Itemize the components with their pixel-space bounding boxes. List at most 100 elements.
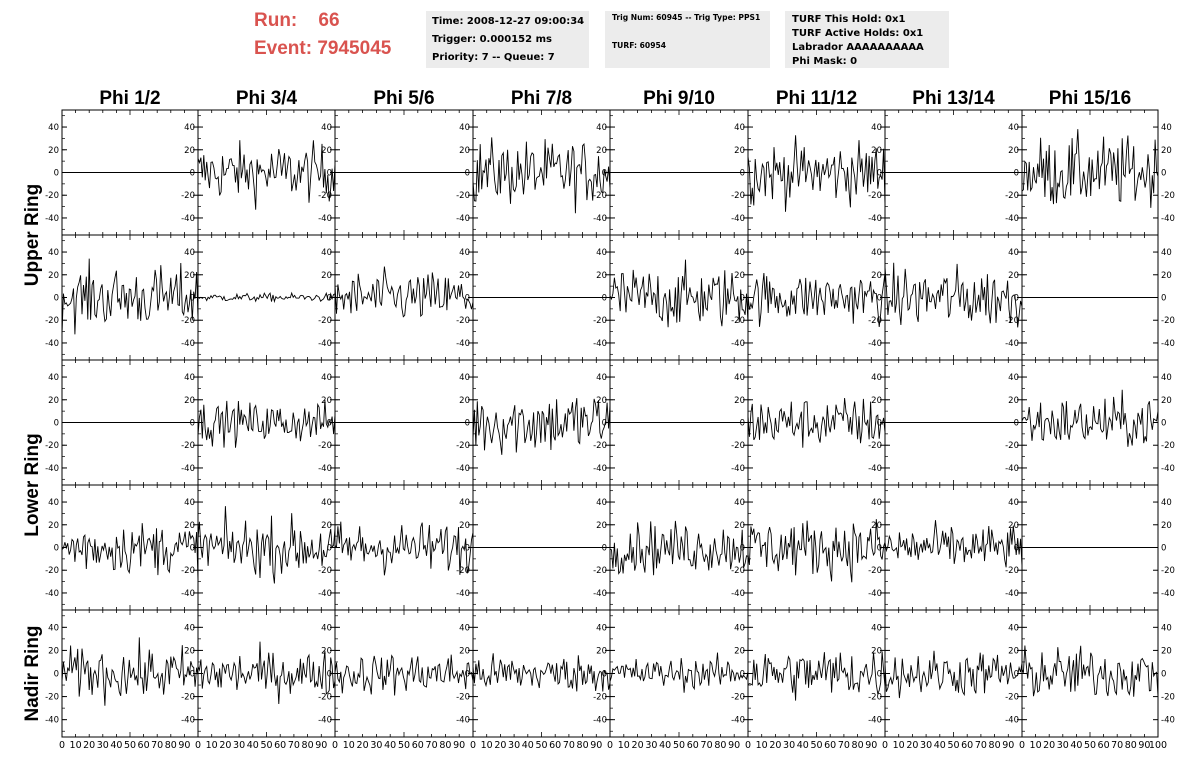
y-tick-label: 40 [48, 498, 59, 508]
time-info-box: Time: 2008-12-27 09:00:34 Trigger: 0.000… [426, 11, 589, 68]
y-tick-label: 0 [54, 169, 59, 179]
x-tick-label: 60 [961, 740, 973, 751]
waveform-trace [747, 651, 886, 701]
y-tick-label: -20 [181, 191, 195, 201]
y-tick-label: -40 [456, 214, 470, 224]
x-tick-label: 80 [439, 740, 451, 751]
y-tick-label: 0 [877, 419, 882, 429]
y-tick-label: -40 [1161, 464, 1175, 474]
y-tick-label: 40 [48, 623, 59, 633]
turf-this-hold: TURF This Hold: 0x1 [792, 14, 906, 25]
y-tick-label: 0 [877, 294, 882, 304]
x-tick-label: 40 [110, 740, 122, 751]
x-tick-label: 60 [687, 740, 699, 751]
y-tick-label: 0 [1161, 419, 1166, 429]
x-tick-label: 50 [1084, 740, 1096, 751]
y-tick-label: -20 [1161, 191, 1175, 201]
x-tick-label: 50 [124, 740, 136, 751]
y-tick-label: 40 [734, 498, 745, 508]
y-tick-label: -40 [45, 339, 59, 349]
y-tick-label: 0 [465, 294, 470, 304]
y-tick-label: 40 [1008, 248, 1019, 258]
column-title: Phi 9/10 [643, 88, 715, 109]
y-tick-label: -40 [1005, 464, 1019, 474]
event-number: Event: 7945045 [254, 38, 391, 60]
y-tick-label: 40 [734, 623, 745, 633]
y-tick-label: -40 [456, 464, 470, 474]
y-tick-label: -20 [45, 566, 59, 576]
turf-line: TURF: 60954 [612, 41, 667, 50]
column-title: Phi 1/2 [99, 88, 160, 109]
y-tick-label: 0 [1161, 294, 1166, 304]
x-tick-label: 20 [1043, 740, 1055, 751]
y-tick-label: 20 [734, 271, 745, 281]
event-value: 7945045 [317, 38, 392, 59]
y-tick-label: 40 [321, 498, 332, 508]
y-tick-label: 0 [602, 670, 607, 680]
y-tick-label: -20 [1005, 566, 1019, 576]
y-tick-label: -40 [868, 716, 882, 726]
y-tick-label: -20 [868, 316, 882, 326]
y-tick-label: -40 [45, 589, 59, 599]
y-tick-label: 40 [734, 373, 745, 383]
y-tick-label: 40 [48, 123, 59, 133]
y-tick-label: -40 [456, 716, 470, 726]
y-tick-label: 20 [1161, 521, 1172, 531]
x-tick-label: 30 [508, 740, 520, 751]
x-tick-label: 0 [607, 740, 613, 751]
y-tick-label: 20 [459, 146, 470, 156]
row-title: Upper Ring [22, 184, 43, 286]
y-tick-label: 40 [459, 373, 470, 383]
x-tick-label: 70 [426, 740, 438, 751]
panel-frame [197, 109, 336, 236]
y-tick-label: -20 [45, 191, 59, 201]
y-tick-label: 0 [327, 169, 332, 179]
y-tick-label: -20 [868, 693, 882, 703]
y-tick-label: 0 [602, 419, 607, 429]
y-tick-label: 40 [1008, 373, 1019, 383]
trigger-line: Trigger: 0.000152 ms [432, 34, 552, 45]
y-tick-label: 0 [602, 294, 607, 304]
x-tick-label: 80 [165, 740, 177, 751]
y-tick-label: 0 [327, 670, 332, 680]
y-tick-label: -20 [593, 441, 607, 451]
waveform-trace [609, 520, 749, 576]
y-tick-label: -20 [1161, 693, 1175, 703]
panel-frame [334, 234, 474, 361]
x-tick-label: 90 [178, 740, 190, 751]
y-tick-label: -40 [45, 214, 59, 224]
x-tick-label: 90 [865, 740, 877, 751]
waveform-trace [747, 397, 886, 448]
y-tick-label: 40 [184, 248, 195, 258]
x-tick-label: 40 [797, 740, 809, 751]
y-tick-label: 0 [327, 419, 332, 429]
waveform-trace [61, 523, 199, 581]
y-tick-label: 20 [321, 146, 332, 156]
y-tick-label: 0 [740, 544, 745, 554]
y-tick-label: 20 [48, 271, 59, 281]
x-tick-label: 40 [522, 740, 534, 751]
y-tick-label: 20 [184, 521, 195, 531]
x-tick-label: 30 [783, 740, 795, 751]
y-tick-label: 40 [1161, 373, 1172, 383]
waveform-trace [334, 266, 474, 318]
x-tick-label: 20 [219, 740, 231, 751]
y-tick-label: 0 [602, 169, 607, 179]
x-tick-label: 50 [673, 740, 685, 751]
y-tick-label: -20 [868, 441, 882, 451]
y-tick-label: -40 [318, 716, 332, 726]
y-tick-label: 40 [1161, 123, 1172, 133]
x-tick-label: 90 [1002, 740, 1014, 751]
y-tick-label: -20 [593, 316, 607, 326]
y-tick-label: -40 [1005, 214, 1019, 224]
y-tick-label: 20 [1161, 271, 1172, 281]
y-tick-label: 0 [54, 670, 59, 680]
waveform-trace [472, 653, 611, 692]
panel-frame [197, 484, 336, 611]
y-tick-label: -20 [731, 191, 745, 201]
run-value: 66 [318, 10, 340, 31]
x-tick-label: 40 [1070, 740, 1082, 751]
time-line: Time: 2008-12-27 09:00:34 [432, 16, 585, 27]
y-tick-label: -40 [593, 464, 607, 474]
column-title: Phi 7/8 [511, 88, 572, 109]
